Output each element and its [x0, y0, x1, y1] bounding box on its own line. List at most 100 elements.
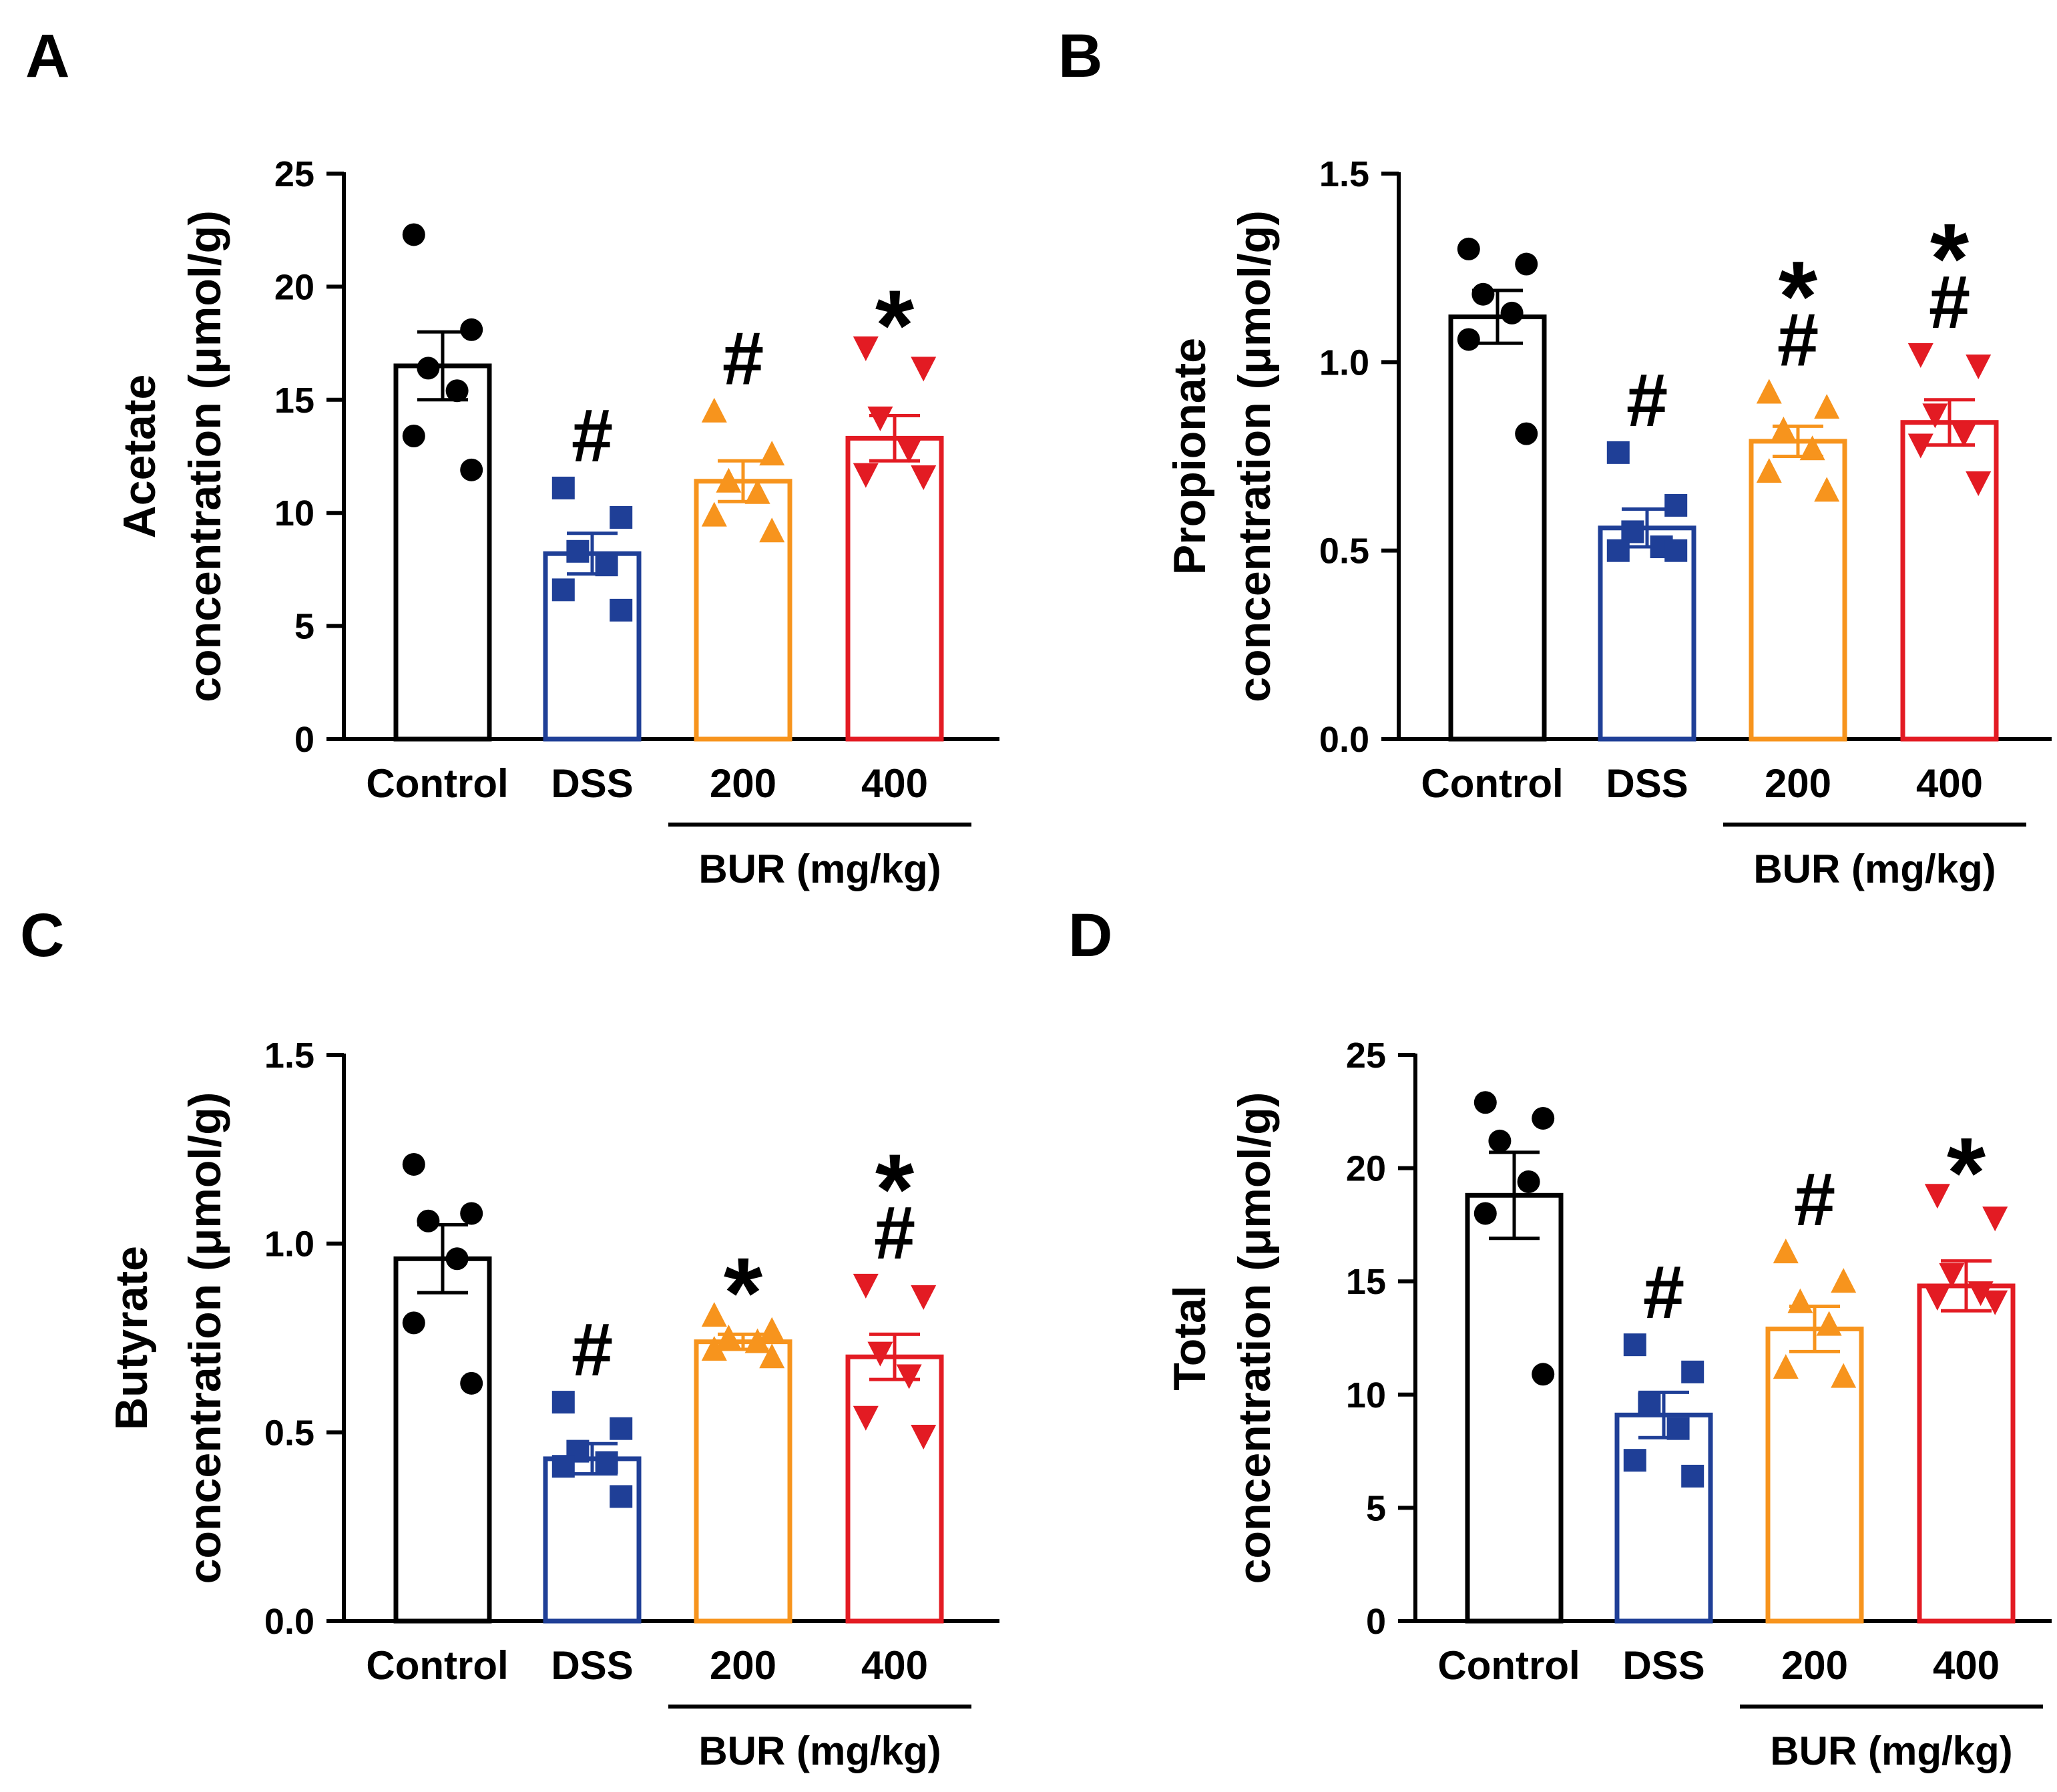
data-point: [1473, 1202, 1497, 1225]
data-point: [867, 406, 893, 431]
bar-control: [1465, 1192, 1564, 1624]
data-point: [867, 1341, 893, 1367]
group-note-label: BUR (mg/kg): [1753, 847, 1996, 891]
significance-hash: #: [1643, 1251, 1684, 1334]
data-point: [610, 505, 633, 529]
panel-b: B Propionate concentration (μmol/g) 0.0 0.5 1…: [1058, 22, 2052, 891]
data-point: [1666, 1417, 1690, 1440]
data-point: [911, 357, 937, 382]
data-point: [896, 438, 922, 463]
data-point: [853, 463, 879, 488]
data-point: [716, 1325, 742, 1349]
data-point: [1771, 416, 1797, 441]
y-tick-label: 15: [274, 381, 314, 421]
bar-control: [1448, 314, 1547, 742]
data-point: [744, 1328, 770, 1353]
significance-hash: #: [1626, 359, 1668, 442]
y-tick-label: 10: [274, 493, 314, 533]
data-point: [551, 578, 575, 602]
x-category-label: 200: [710, 761, 776, 806]
data-point: [460, 458, 483, 481]
data-point: [701, 1302, 727, 1327]
data-point: [1787, 1288, 1813, 1313]
y-axis-title-line2: concentration (μmol/g): [1229, 210, 1280, 702]
data-point: [701, 397, 727, 423]
significance-star: *: [1930, 202, 1970, 314]
data-point: [759, 1343, 785, 1369]
data-point: [551, 1455, 575, 1478]
y-tick-label: 25: [1346, 1036, 1386, 1076]
x-category-label: 400: [1933, 1643, 2000, 1688]
data-point: [759, 1317, 785, 1342]
data-point: [911, 465, 937, 490]
data-point: [1471, 282, 1495, 306]
significance-hash: #: [572, 394, 613, 477]
group-note-label: BUR (mg/kg): [1770, 1729, 2012, 1773]
data-point: [1623, 1449, 1646, 1472]
data-point: [1816, 1311, 1842, 1336]
significance-star: *: [1779, 240, 1818, 353]
data-point: [853, 1273, 879, 1299]
data-point: [1773, 1239, 1799, 1264]
data-point: [1664, 493, 1688, 517]
data-point: [551, 1391, 575, 1414]
data-point: [1756, 379, 1782, 404]
bar-400: [845, 1354, 944, 1624]
data-point: [595, 1451, 618, 1474]
x-category-label: 200: [1765, 761, 1831, 806]
bar-200: [694, 1339, 792, 1624]
data-point: [1982, 1206, 2008, 1232]
group-note-label: BUR (mg/kg): [698, 847, 941, 891]
bar-400: [1900, 420, 1999, 742]
x-category-label: DSS: [1606, 761, 1688, 806]
data-point: [551, 476, 575, 499]
data-point: [744, 479, 770, 504]
data-point: [610, 1417, 633, 1440]
data-point: [402, 1152, 425, 1176]
x-category-label: Control: [366, 761, 508, 806]
bar-400: [1917, 1283, 2016, 1624]
significance-star: *: [875, 269, 915, 381]
bar-400: [845, 435, 944, 742]
x-category-label: 400: [1916, 761, 1983, 806]
data-point: [1922, 403, 1948, 429]
x-category-label: 200: [1781, 1643, 1848, 1688]
bar-200: [1749, 439, 1847, 742]
data-point: [402, 425, 425, 448]
data-point: [445, 379, 469, 403]
data-point: [853, 1405, 879, 1431]
data-point: [1756, 458, 1782, 483]
y-tick-label: 0: [294, 720, 314, 760]
data-point: [1966, 354, 1992, 379]
data-point: [1515, 252, 1538, 276]
y-axis-title-line2: concentration (μmol/g): [180, 1092, 230, 1584]
significance-star: *: [875, 1133, 915, 1245]
data-point: [911, 1285, 937, 1310]
x-category-label: DSS: [551, 761, 633, 806]
data-point: [1968, 1281, 1994, 1307]
data-point: [1966, 471, 1992, 497]
data-point: [853, 336, 879, 361]
panel-letter: B: [1058, 22, 1102, 90]
data-point: [402, 1311, 425, 1335]
panel-letter: A: [25, 22, 69, 90]
data-point: [1664, 539, 1688, 562]
x-category-label: DSS: [551, 1643, 633, 1688]
data-point: [1532, 1106, 1555, 1130]
y-axis-title-line1: Acetate: [114, 375, 165, 539]
data-point: [1606, 441, 1630, 464]
data-point: [716, 467, 742, 493]
significance-star: *: [1947, 1116, 1986, 1228]
y-tick-label: 1.0: [1319, 343, 1369, 383]
y-axis-title-line1: Propionate: [1164, 338, 1215, 575]
data-point: [1517, 1170, 1540, 1193]
y-tick-label: 0.0: [1319, 720, 1369, 760]
y-tick-label: 10: [1346, 1375, 1386, 1415]
data-point: [1951, 422, 1977, 447]
significance-star: *: [724, 1237, 763, 1349]
panel-letter: D: [1068, 901, 1112, 969]
data-point: [759, 441, 785, 466]
y-axis-title-line1: Total: [1164, 1285, 1215, 1390]
y-tick-label: 15: [1346, 1262, 1386, 1302]
data-point: [1814, 394, 1840, 419]
